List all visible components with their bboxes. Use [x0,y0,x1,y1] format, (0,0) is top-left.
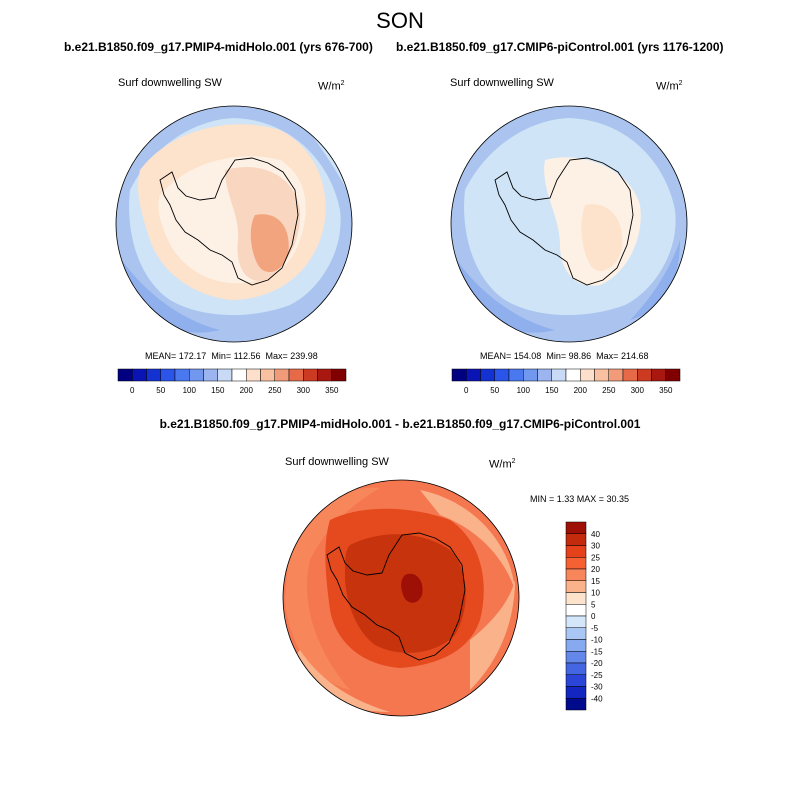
diff-map-border [282,479,520,717]
panel-1-mean-value: 172.17 [178,351,207,361]
diff-colorbar-tick-label: 15 [591,577,600,586]
panel-2-colorbar-tick-label: 300 [631,386,645,395]
diff-colorbar-tick-label: -15 [591,647,603,656]
diff-colorbar-swatch [565,615,587,628]
panel-2-colorbar: 0 50 100 150 200 250 300 350 [451,368,681,395]
panel-1-max-value: 239.98 [290,351,318,361]
diff-colorbar-tick-label: -25 [591,671,603,680]
diff-colorbar-tick-label: -10 [591,636,603,645]
panel-2-colorbar-swatch [665,368,681,382]
panel-1-colorbar-tick-label: 350 [325,386,339,395]
diff-colorbar-swatch [565,545,587,558]
panel-1-stats: MEAN= 172.17 Min= 112.56 Max= 239.98 [145,351,318,361]
panel-2-mean-value: 154.08 [513,351,542,361]
diff-units-exp: 2 [511,458,516,465]
panel-1-colorbar-tick-label: 300 [297,386,311,395]
diff-colorbar-swatch [565,662,587,675]
panel-1-colorbar-tick-label: 100 [183,386,197,395]
diff-colorbar-swatch [565,592,587,605]
panel-1-units: W/m2 [318,80,345,93]
season-title: SON [376,8,424,33]
panel-1-field [116,106,352,342]
panel-1-colorbar-swatch [331,368,347,382]
panel-2-colorbar-tick-label: 350 [659,386,673,395]
diff-colorbar-tick-label: -20 [591,659,603,668]
panel-1-case-title: b.e21.B1850.f09_g17.PMIP4-midHolo.001 (y… [64,40,373,54]
diff-colorbar-swatch [565,557,587,570]
diff-colorbar-tick-label: -40 [591,694,603,703]
diff-colorbar-swatch [565,698,587,711]
diff-colorbar-tick-label: 40 [591,530,600,539]
panel-2-case-title: b.e21.B1850.f09_g17.CMIP6-piControl.001 … [394,40,724,54]
panel-2-min-label: Min= [546,351,567,361]
panel-1-colorbar-tick-label: 250 [268,386,282,395]
panel-2-map-border [450,105,688,343]
panel-2-colorbar-tick-label: 50 [490,386,499,395]
panel-1-map-border [115,105,353,343]
diff-units: W/m2 [489,458,516,471]
diff-colorbar-swatch [565,686,587,699]
panel-2-units-exp: 2 [678,80,683,87]
panel-2-max-label: Max= [596,351,619,361]
diff-colorbar-tick-label: 30 [591,542,600,551]
diff-colorbar-swatch [565,639,587,652]
panel-2-colorbar-tick-label: 150 [545,386,559,395]
panel-2-colorbar-tick-label: 200 [574,386,588,395]
diff-units-base: W/m [489,458,512,471]
diff-coastline [326,532,466,661]
panel-1-units-base: W/m [318,80,341,93]
diff-field [283,480,519,716]
panel-2-coastline [494,157,634,286]
panel-1-min-label: Min= [211,351,232,361]
diff-colorbar-swatch [565,533,587,546]
panel-2-colorbar-tick-label: 250 [602,386,616,395]
panel-2-field [451,106,687,342]
diff-colorbar-tick-label: -30 [591,683,603,692]
panel-1-colorbar-tick-label: 0 [130,386,135,395]
diff-colorbar-tick-label: -5 [591,624,599,633]
diff-colorbar-swatch [565,604,587,617]
diff-colorbar-swatch [565,651,587,664]
diff-colorbar-swatch [565,521,587,534]
diff-colorbar-swatch [565,568,587,581]
diff-colorbar-swatch [565,627,587,640]
diff-colorbar-tick-label: 0 [591,612,596,621]
diff-variable-label: Surf downwelling SW [285,456,389,468]
diff-colorbar-tick-label: 5 [591,600,596,609]
panel-2-units-base: W/m [656,80,679,93]
panel-1-colorbar: 0 50 100 150 200 250 300 350 [117,368,347,395]
panel-1-max-label: Max= [265,351,288,361]
panel-1-colorbar-tick-label: 50 [156,386,165,395]
panel-2-colorbar-tick-label: 100 [517,386,531,395]
diff-colorbar-tick-label: 10 [591,589,600,598]
panel-2-colorbar-tick-label: 0 [464,386,469,395]
diff-colorbar-tick-label: 20 [591,565,600,574]
panel-2-mean-label: MEAN= [480,351,512,361]
diff-colorbar: 40 30 25 20 15 10 5 0 -5 -10 -15 -20 -25 -30 -40 [565,521,603,711]
panel-1-colorbar-tick-label: 200 [240,386,254,395]
panel-1-mean-label: MEAN= [145,351,177,361]
diff-colorbar-swatch [565,674,587,687]
panel-2-max-value: 214.68 [620,351,649,361]
diff-colorbar-tick-label: 25 [591,553,600,562]
diff-colorbar-swatch [565,580,587,593]
difference-title: b.e21.B1850.f09_g17.PMIP4-midHolo.001 - … [159,417,641,431]
panel-1-colorbar-tick-label: 150 [211,386,225,395]
diff-min-max-stats: MIN = 1.33 MAX = 30.35 [530,494,630,504]
panel-1-coastline [159,157,299,286]
panel-2-units: W/m2 [656,80,683,93]
panel-1-units-exp: 2 [340,80,345,87]
panel-1-min-value: 112.56 [233,351,261,361]
panel-1-variable-label: Surf downwelling SW [118,77,222,89]
panel-2-stats: MEAN= 154.08 Min= 98.86 Max= 214.68 [480,351,648,361]
panel-2-variable-label: Surf downwelling SW [450,77,554,89]
panel-2-min-value: 98.86 [568,351,592,361]
